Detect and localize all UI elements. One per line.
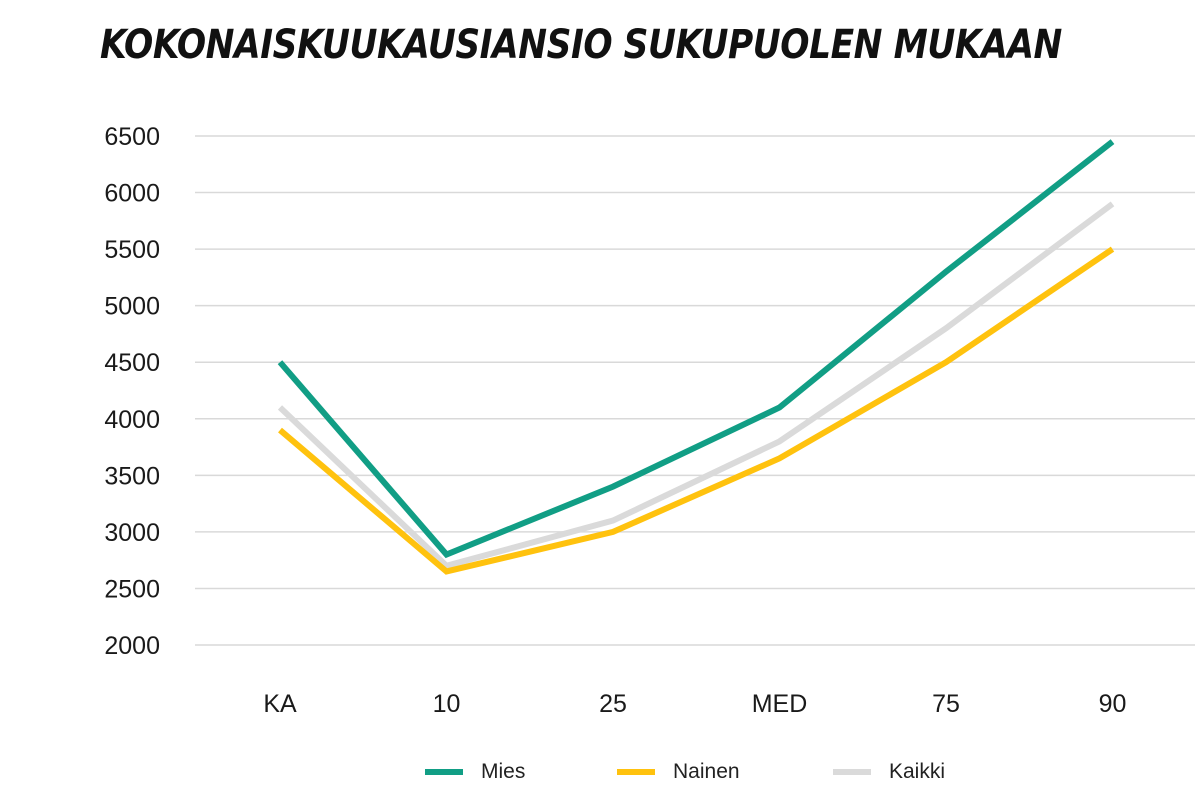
x-tick-label: 25 — [599, 690, 627, 718]
legend-label-nainen: Nainen — [673, 760, 740, 783]
x-tick-label: KA — [263, 690, 297, 718]
y-tick-label: 5500 — [104, 236, 160, 264]
x-tick-label: MED — [752, 690, 808, 718]
y-tick-label: 4500 — [104, 349, 160, 377]
legend-item-kaikki: Kaikki — [833, 752, 945, 792]
series-line-nainen — [278, 246, 1115, 575]
gridlines — [195, 135, 1195, 646]
legend-swatch-mies — [425, 769, 463, 775]
legend-label-mies: Mies — [481, 760, 526, 783]
chart-title: KOKONAISKUUKAUSIANSIO SUKUPUOLEN MUKAAN — [100, 22, 1062, 68]
series-line-mies — [277, 139, 1115, 559]
y-axis-ticks: 6500 6000 5500 5000 4500 4000 3500 3000 2500 2000 — [104, 123, 160, 660]
legend-swatch-kaikki — [833, 769, 871, 775]
legend-label-kaikki: Kaikki — [889, 760, 946, 783]
y-tick-label: 4000 — [104, 406, 160, 434]
legend: Mies Nainen Kaikki — [0, 752, 1200, 792]
y-tick-label: 6000 — [104, 180, 160, 208]
y-tick-label: 5000 — [104, 293, 160, 321]
x-tick-label: 75 — [932, 690, 960, 718]
x-axis-ticks: KA 10 25 MED 75 90 — [263, 690, 1126, 718]
y-tick-label: 2500 — [104, 575, 160, 603]
y-tick-label: 3500 — [104, 462, 160, 490]
legend-item-mies: Mies — [425, 752, 525, 792]
y-tick-label: 3000 — [104, 519, 160, 547]
series-lines — [277, 139, 1115, 575]
legend-swatch-nainen — [617, 769, 655, 775]
x-tick-label: 10 — [433, 690, 461, 718]
y-tick-label: 2000 — [104, 632, 160, 660]
y-tick-label: 6500 — [104, 123, 160, 151]
x-tick-label: 90 — [1099, 690, 1127, 718]
legend-item-nainen: Nainen — [617, 752, 740, 792]
series-line-kaikki — [277, 201, 1115, 570]
